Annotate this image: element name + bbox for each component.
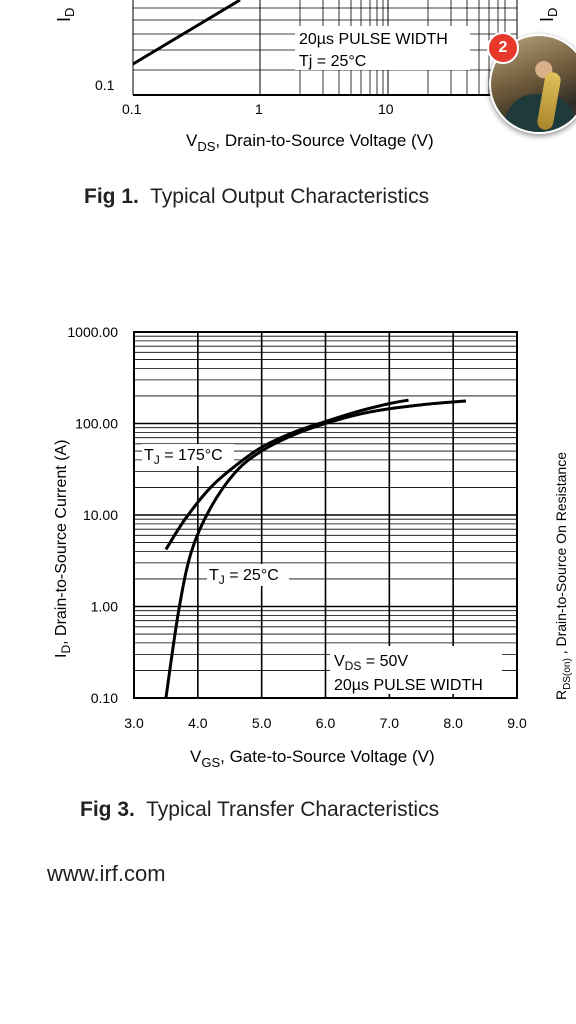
x-tick-label: 6.0 [316,715,336,731]
fig1-caption: Fig 1. Typical Output Characteristics [84,185,429,209]
x-tick-label: 4.0 [188,715,208,731]
y-tick-label: 100.00 [75,416,118,432]
x-tick-label: 9.0 [507,715,527,731]
fig3-caption: Fig 3. Typical Transfer Characteristics [80,798,439,822]
y-tick-label: 10.00 [83,507,118,523]
y-axis-label: ID, Drain-to-Source Current (A) [53,439,73,658]
fig1-xtick-1: 1 [255,101,263,117]
fig1-xtick-0: 0.1 [122,101,142,117]
fig3-caption-number: Fig 3. [80,798,135,821]
fig1-ytick: 0.1 [95,77,115,93]
x-tick-label: 8.0 [443,715,463,731]
fig1-annotation-tj: Tj = 25°C [299,53,366,70]
notification-badge: 2 [487,32,519,64]
right-clipped-ylabel: RDS(on) , Drain-to-Source On Resistance [540,420,576,720]
fig1-annotation-pulse: 20µs PULSE WIDTH [299,31,448,48]
fig1-right-ylabel: ID [537,8,560,22]
fig3-grid [134,332,517,698]
fig1-series-line [133,0,240,64]
x-axis-label: VGS, Gate-to-Source Voltage (V) [190,747,435,770]
fig3-caption-text: Typical Transfer Characteristics [146,798,439,821]
x-tick-label: 3.0 [124,715,144,731]
fig1-caption-number: Fig 1. [84,185,139,208]
fig1-xlabel: VDS, Drain-to-Source Voltage (V) [186,131,434,154]
fig1-caption-text: Typical Output Characteristics [150,185,429,208]
rds-on-label: RDS(on) , Drain-to-Source On Resistance [553,452,573,700]
footer-url[interactable]: www.irf.com [47,861,166,887]
fig1-xtick-2: 10 [378,101,394,117]
fig1-ylabel: ID [54,8,77,22]
fig3-chart: 1000.00 100.00 10.00 1.00 0.10 3.0 4.0 5.0 6.0 7.… [0,320,576,780]
x-tick-label: 5.0 [252,715,272,731]
y-tick-label: 1000.00 [67,324,118,340]
y-tick-label: 1.00 [91,599,118,615]
x-tick-label: 7.0 [380,715,400,731]
annotation-pulse-width: 20µs PULSE WIDTH [334,677,483,694]
y-tick-label: 0.10 [91,690,118,706]
